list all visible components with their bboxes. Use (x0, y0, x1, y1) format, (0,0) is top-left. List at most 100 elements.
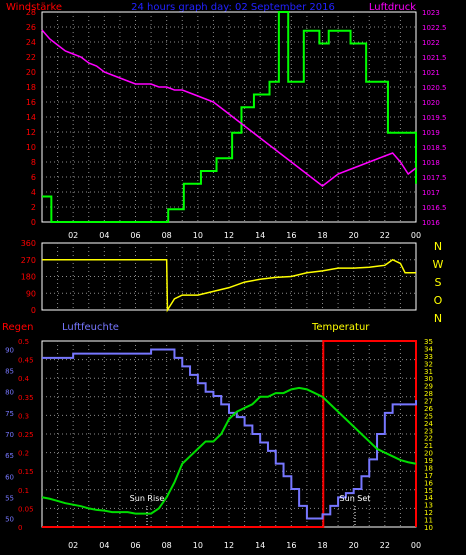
tick-label: 6 (31, 173, 36, 182)
tick-label: 13 (424, 502, 433, 510)
tick-label: 28 (424, 390, 433, 398)
wind-axis-title: Windstärke (6, 2, 62, 13)
tick-label: 30 (424, 375, 433, 383)
tick-label: 18 (424, 464, 433, 472)
hour-label: 12 (224, 231, 234, 240)
tick-label: 22 (424, 435, 433, 443)
tick-label: 34 (424, 345, 433, 353)
tick-label: 0 (18, 524, 22, 532)
tick-label: 18 (26, 83, 36, 92)
tick-label: 85 (5, 368, 14, 376)
tick-label: 12 (424, 509, 433, 517)
tick-label: 4 (31, 188, 36, 197)
tick-label: 26 (424, 405, 433, 413)
tick-label: 2 (31, 203, 36, 212)
wind-panel-grid (42, 12, 416, 222)
tick-label: 0 (31, 218, 36, 227)
humidity-panel-hour-labels: 02 04 06 08 10 12 14 16 18 20 22 00 (68, 541, 421, 550)
tick-label: 20 (424, 450, 433, 458)
tick-label: 1023 (422, 9, 440, 17)
hour-label: 08 (162, 231, 172, 240)
tick-label: 14 (424, 494, 433, 502)
tick-label: 1017 (422, 189, 440, 197)
tick-label: 1021.5 (422, 54, 447, 62)
hour-label: 00 (411, 541, 421, 550)
tick-label: 20 (26, 68, 36, 77)
tick-label: 0.2 (18, 450, 29, 458)
tick-label: 0.35 (18, 394, 34, 402)
hour-label: 04 (99, 541, 109, 550)
hour-label: 10 (193, 541, 203, 550)
hour-label: 22 (380, 541, 390, 550)
tick-label: 1022 (422, 39, 440, 47)
tick-label: 0.05 (18, 505, 34, 513)
compass-letter: S (435, 276, 442, 289)
tick-label: 70 (5, 431, 14, 439)
tick-label: 24 (26, 38, 36, 47)
direction-axis-ticks: 360 270 180 90 0 (21, 239, 36, 315)
hour-label: 12 (224, 541, 234, 550)
tick-label: 1019 (422, 129, 440, 137)
temperature-axis-title: Temperatur (311, 322, 370, 333)
tick-label: 1019.5 (422, 114, 447, 122)
pressure-axis-title: Luftdruck (369, 2, 416, 13)
tick-label: 32 (424, 360, 433, 368)
hour-label: 14 (255, 541, 265, 550)
tick-label: 19 (424, 457, 433, 465)
pressure-line (41, 29, 417, 187)
tick-label: 1018.5 (422, 144, 447, 152)
hour-label: 10 (193, 231, 203, 240)
graph-title: 24 hours graph day: 02 September 2016 (131, 2, 335, 13)
tick-label: 0.3 (18, 412, 29, 420)
tick-label: 1016 (422, 219, 440, 227)
hour-label: 06 (130, 541, 140, 550)
hour-label: 22 (380, 231, 390, 240)
tick-label: 12 (26, 128, 36, 137)
tick-label: 35 (424, 338, 433, 346)
tick-label: 15 (424, 487, 433, 495)
compass-letter: N (434, 312, 442, 325)
temperature-line (41, 386, 417, 515)
tick-label: 360 (21, 239, 36, 248)
rain-axis-ticks: 0.5 0.45 0.4 0.35 0.3 0.25 0.2 0.15 0.1 0.05 0 (18, 338, 34, 532)
tick-label: 270 (21, 256, 36, 265)
tick-label: 0.15 (18, 468, 34, 476)
sun-rise-label: Sun Rise (130, 494, 165, 503)
hour-label: 02 (68, 541, 78, 550)
tick-label: 28 (26, 8, 36, 17)
tick-label: 1016.5 (422, 204, 447, 212)
tick-label: 90 (26, 289, 36, 298)
tick-label: 1018 (422, 159, 440, 167)
wind-panel-hour-labels: 02 04 06 08 10 12 14 16 18 20 22 00 (68, 231, 421, 240)
hour-label: 18 (317, 231, 327, 240)
wind-speed-line (42, 11, 417, 223)
tick-label: 1021 (422, 69, 440, 77)
hour-label: 06 (130, 231, 140, 240)
tick-label: 14 (26, 113, 36, 122)
compass-letter: W (433, 258, 444, 271)
tick-label: 50 (5, 516, 14, 524)
hour-label: 18 (317, 541, 327, 550)
tick-label: 1020.5 (422, 84, 447, 92)
pressure-axis-ticks: 1023 1022.5 1022 1021.5 1021 1020.5 1020 1019.5… (422, 9, 447, 227)
tick-label: 31 (424, 368, 433, 376)
tick-label: 11 (424, 517, 433, 525)
tick-label: 55 (5, 494, 14, 502)
tick-label: 180 (21, 273, 36, 282)
rain-axis-title: Regen (2, 322, 34, 333)
tick-label: 0.45 (18, 357, 34, 365)
tick-label: 10 (26, 143, 36, 152)
tick-label: 0.1 (18, 487, 29, 495)
compass-legend: N W S O N (433, 240, 444, 325)
hour-label: 16 (286, 231, 296, 240)
tick-label: 0.4 (18, 375, 30, 383)
tick-label: 0.25 (18, 431, 34, 439)
tick-label: 33 (424, 353, 433, 361)
tick-label: 1017.5 (422, 174, 447, 182)
tick-label: 0.5 (18, 338, 29, 346)
tick-label: 80 (5, 389, 14, 397)
hour-label: 14 (255, 231, 265, 240)
hour-label: 00 (411, 231, 421, 240)
